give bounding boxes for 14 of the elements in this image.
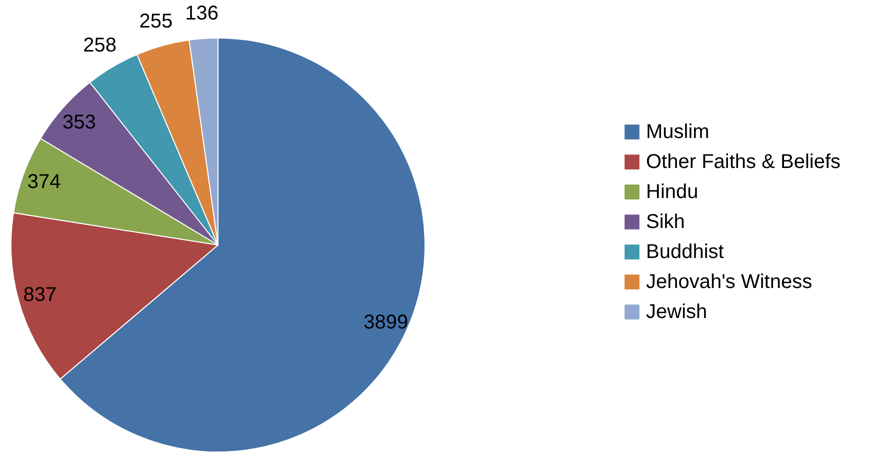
data-label: 136 [185,2,218,25]
data-label: 374 [27,170,61,193]
data-label: 258 [83,34,116,56]
data-label: 255 [139,10,173,32]
legend-label: Jewish [646,301,708,323]
data-label: 837 [23,284,57,306]
legend-label: Sikh [646,211,685,233]
legend-label: Muslim [646,121,710,143]
legend-label: Hindu [646,181,698,203]
data-label: 3899 [364,312,408,334]
legend-label: Other Faiths & Beliefs [646,151,841,173]
legend-label: Jehovah's Witness [646,271,812,293]
legend-label: Buddhist [646,241,724,263]
data-label: 353 [62,112,96,134]
